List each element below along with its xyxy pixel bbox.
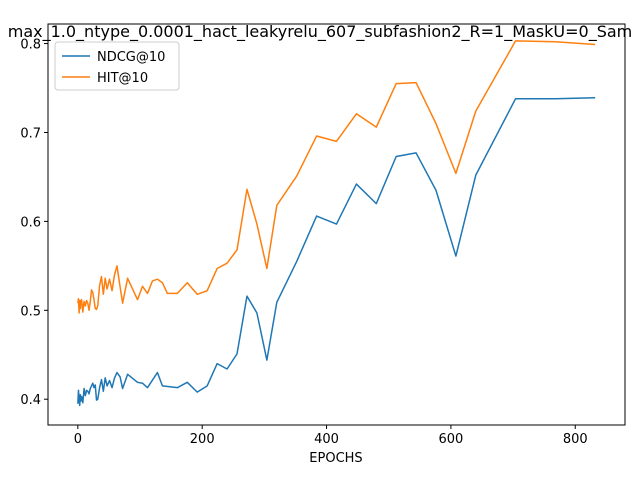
series-line-hit-10 — [77, 40, 596, 314]
legend-frame — [54, 41, 180, 91]
y-tick-label: 0.4 — [20, 393, 41, 408]
y-tick-label: 0.6 — [20, 215, 41, 230]
plot-lines — [77, 40, 596, 407]
legend-label-hit: HIT@10 — [97, 71, 148, 86]
x-tick-label: 600 — [438, 432, 463, 447]
y-tick-label: 0.5 — [20, 304, 41, 319]
x-axis-label: EPOCHS — [309, 451, 362, 466]
x-tick-label: 400 — [314, 432, 339, 447]
x-tick-label: 0 — [74, 432, 82, 447]
x-tick-label: 200 — [190, 432, 215, 447]
legend-label-ndcg: NDCG@10 — [97, 50, 165, 65]
legend: NDCG@10 HIT@10 — [54, 41, 180, 91]
x-axis: 0 200 400 600 800 — [74, 425, 588, 447]
chart-title: max_1.0_ntype_0.0001_hact_leakyrelu_607_… — [8, 22, 633, 42]
plot-frame — [47, 23, 626, 426]
x-tick-label: 800 — [563, 432, 588, 447]
y-tick-label: 0.8 — [20, 38, 41, 53]
y-tick-label: 0.7 — [20, 126, 41, 141]
series-line-ndcg-10 — [77, 97, 596, 407]
y-axis: 0.4 0.5 0.6 0.7 0.8 — [20, 38, 48, 408]
